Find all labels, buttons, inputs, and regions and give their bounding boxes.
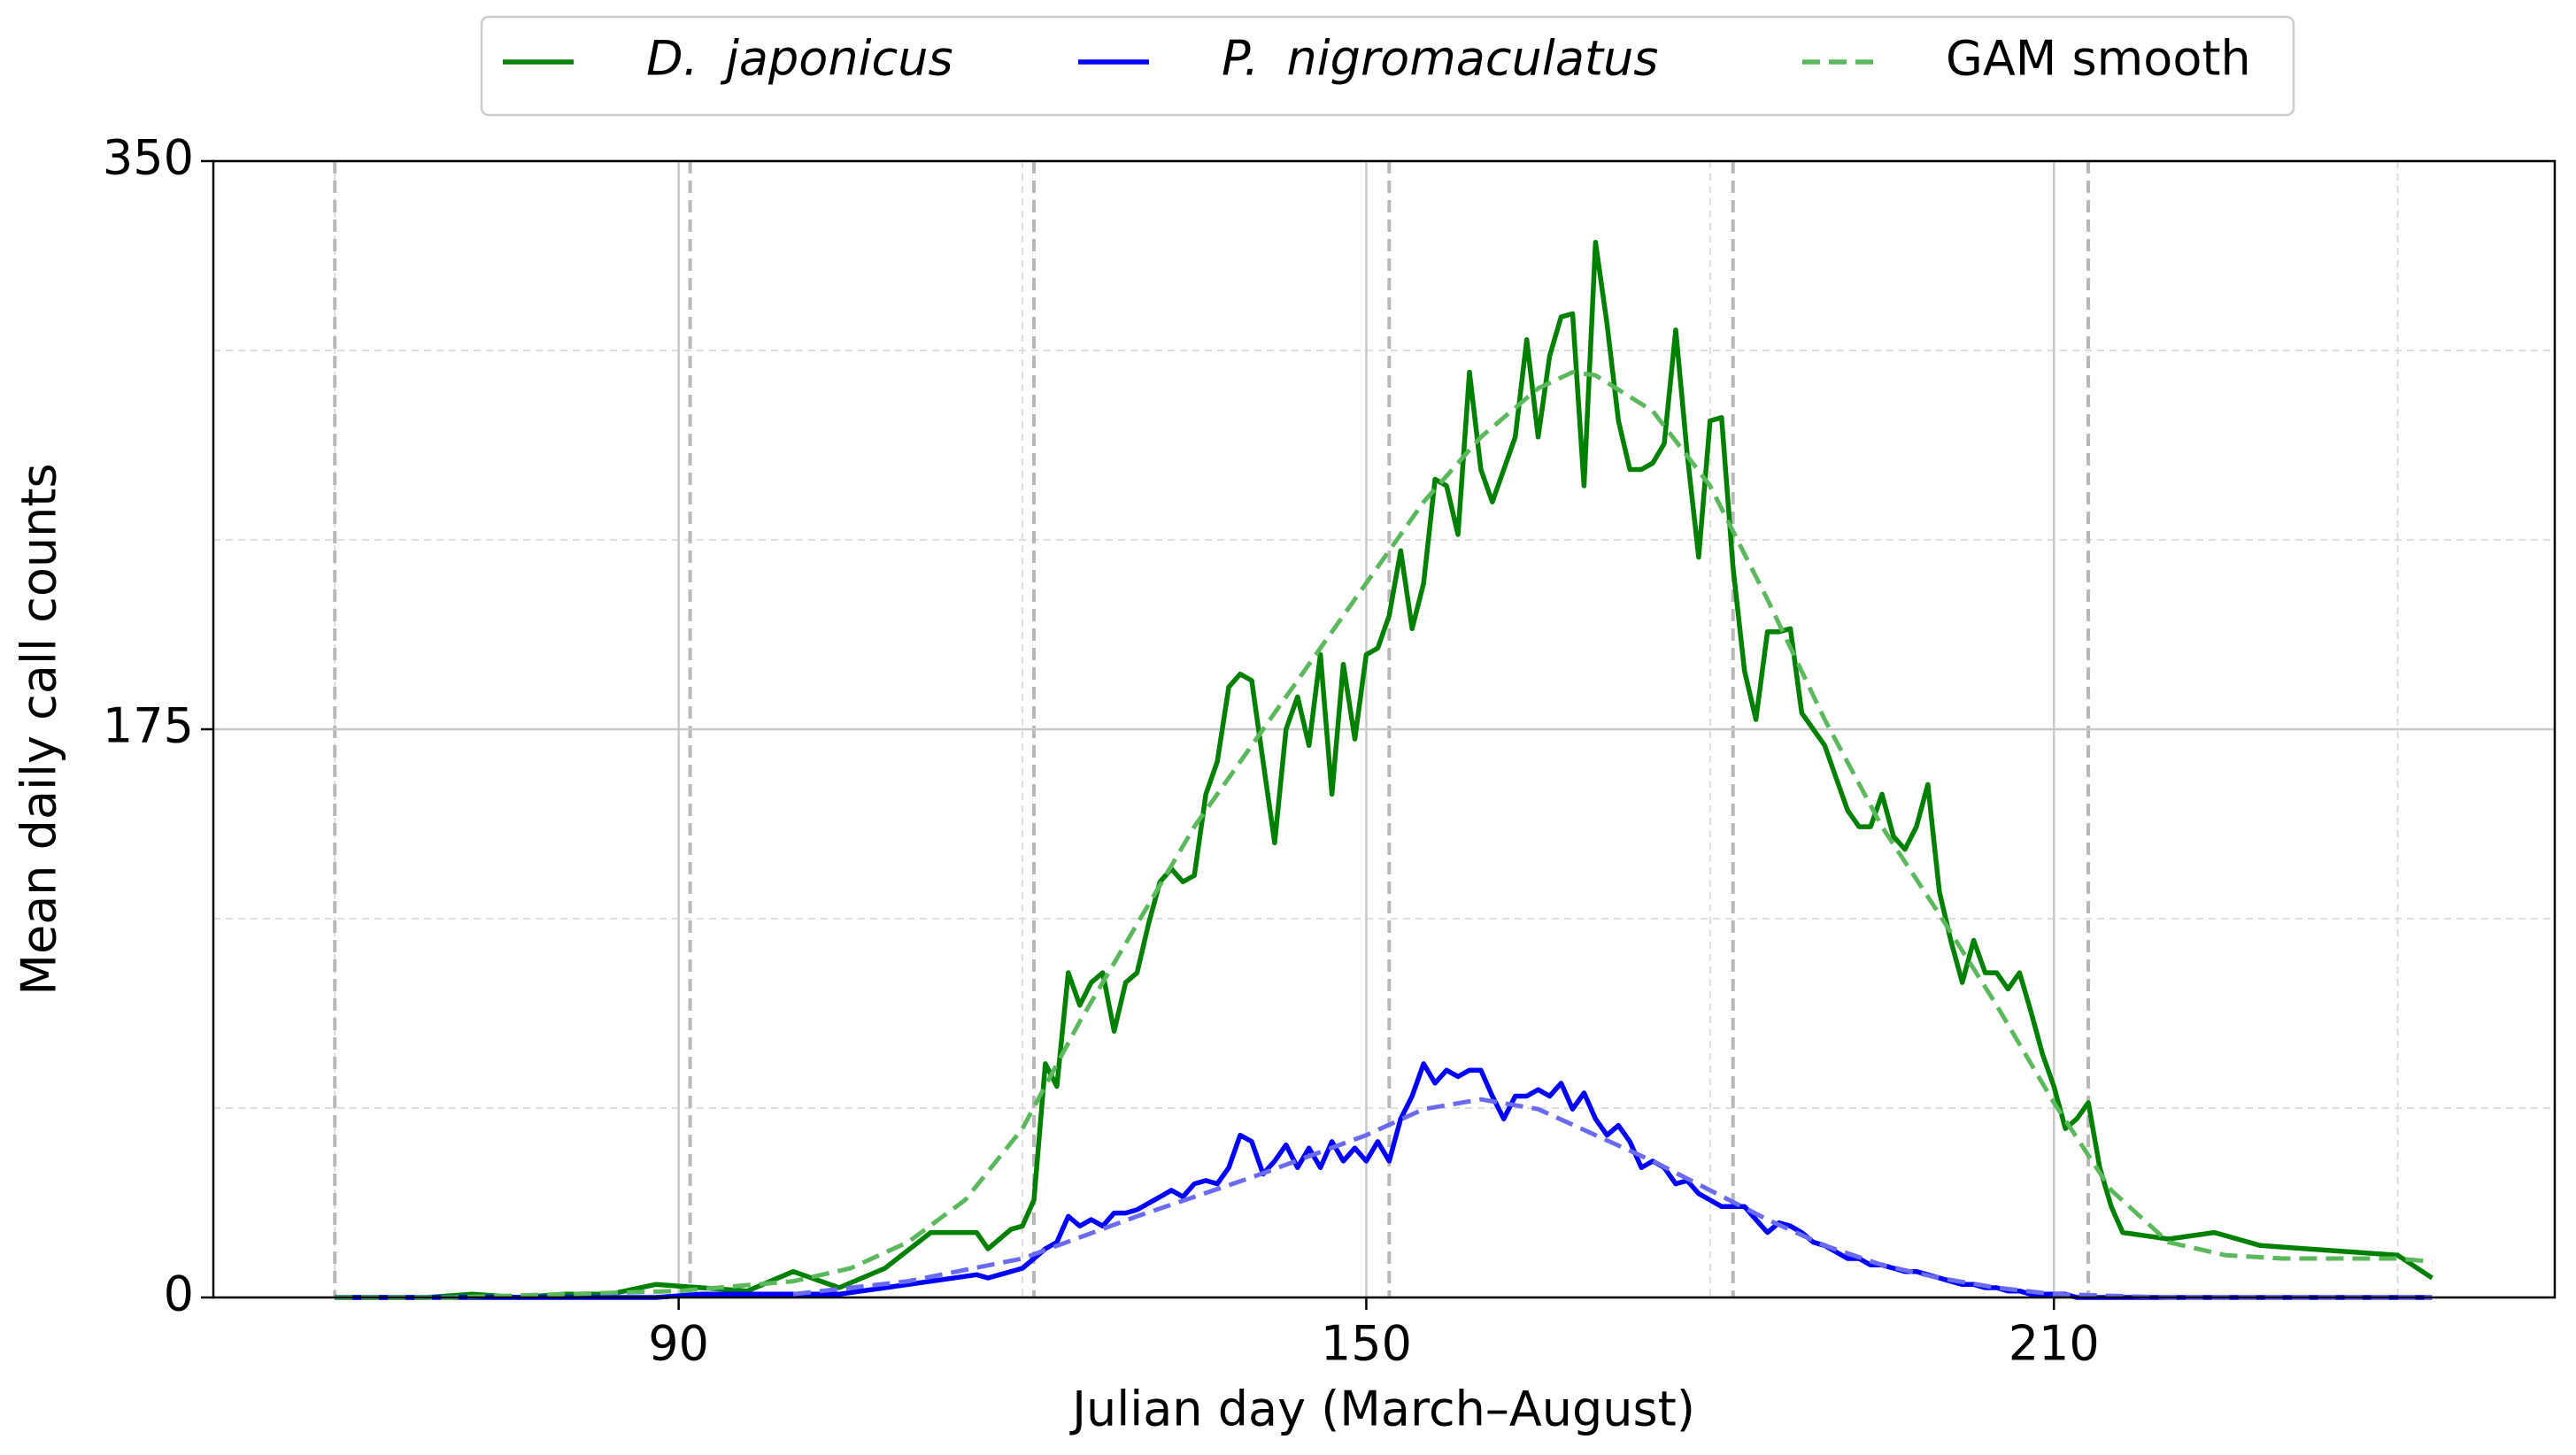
x-tick-label: 90 — [648, 1316, 709, 1372]
y-tick-label: 175 — [103, 698, 194, 754]
x-tick-label: 210 — [2009, 1316, 2100, 1372]
series-line — [335, 239, 2434, 1300]
plot-frame — [212, 159, 2557, 1299]
series-line — [792, 1097, 2433, 1300]
y-tick-label: 0 — [164, 1266, 194, 1322]
y-tick-label: 350 — [103, 130, 194, 186]
series-line — [335, 370, 2433, 1300]
legend-box — [480, 15, 2295, 117]
x-axis-label: Julian day (March–August) — [1069, 1382, 1695, 1437]
y-axis-label: Mean daily call counts — [12, 463, 67, 995]
legend: D. japonicus P. nigromaculatus GAM smooth — [480, 15, 2295, 117]
legend-label: P. nigromaculatus — [1222, 31, 1658, 87]
series-line — [335, 1061, 2433, 1300]
legend-label: GAM smooth — [1946, 31, 2251, 87]
legend-label: D. japonicus — [646, 31, 953, 87]
x-tick-label: 150 — [1321, 1316, 1412, 1372]
